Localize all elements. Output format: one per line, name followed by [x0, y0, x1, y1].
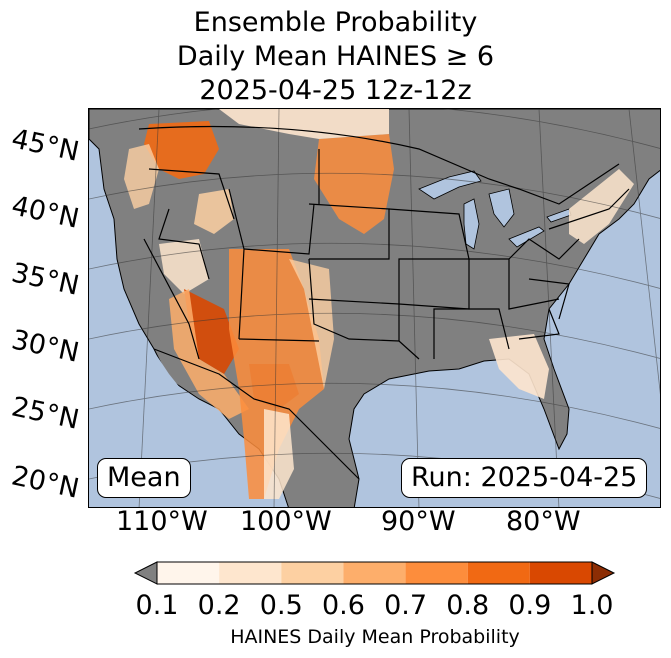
gridline-lon-110 — [138, 109, 160, 507]
shade-northern-plains — [219, 109, 389, 139]
gridline-lon-70 — [628, 109, 660, 395]
border-canada — [138, 125, 620, 205]
colorbar-tick-3: 0.6 — [321, 590, 365, 621]
gridline-lon-90 — [408, 109, 420, 507]
lake-huron — [488, 188, 515, 228]
lat-label-20: 20°N — [8, 460, 82, 505]
colorbar-swatch-5 — [467, 562, 530, 584]
shade-west-texas — [229, 249, 324, 499]
lon-label-100: 100°W — [240, 506, 332, 537]
colorbar-tick-2: 0.5 — [259, 590, 303, 621]
lat-label-40: 40°N — [8, 190, 82, 235]
border-east-3 — [518, 308, 560, 340]
border-east-1 — [508, 238, 580, 260]
colorbar-tick-0: 0.1 — [135, 590, 179, 621]
colorbar-swatch-4 — [405, 562, 468, 584]
graticule — [89, 109, 660, 507]
colorbar-swatch-0 — [157, 562, 220, 584]
shade-pnw — [144, 121, 219, 179]
gridline-lat-45 — [89, 109, 660, 149]
border-nevada — [143, 238, 200, 360]
map-panel — [88, 108, 661, 508]
colorbar — [133, 561, 616, 585]
lat-label-45: 45°N — [8, 123, 82, 168]
border-ks-ok — [308, 298, 400, 305]
shade-southern-plains — [289, 259, 334, 389]
colorbar-tick-7: 1.0 — [570, 590, 614, 621]
border-plains-1 — [308, 203, 390, 260]
border-northeast — [548, 188, 630, 230]
colorbar-swatch-2 — [281, 562, 344, 584]
border-texas — [308, 258, 420, 360]
shade-southwest-outer — [169, 289, 249, 419]
gridline-lat-35 — [89, 242, 660, 289]
lat-label-25: 25°N — [8, 391, 82, 436]
colorbar-tick-5: 0.8 — [446, 590, 490, 621]
border-east-2 — [528, 278, 570, 320]
gridline-lat-25 — [89, 382, 660, 429]
lat-label-30: 30°N — [8, 324, 82, 369]
title-line-2: Daily Mean HAINES ≥ 6 — [176, 41, 495, 72]
lon-label-90: 90°W — [381, 506, 456, 537]
colorbar-under-arrow — [133, 561, 158, 585]
gridline-lon-100 — [273, 109, 280, 507]
border-south-2 — [469, 258, 560, 310]
colorbar-swatch-6 — [529, 562, 592, 584]
border-west-2 — [158, 208, 210, 280]
colorbar-swatch-3 — [343, 562, 406, 584]
mean-badge: Mean — [97, 458, 191, 498]
colorbar-swatch-1 — [219, 562, 282, 584]
lon-label-110: 110°W — [116, 506, 208, 537]
lake-erie — [508, 226, 545, 248]
colorbar-tick-4: 0.7 — [384, 590, 428, 621]
colorbar-tick-6: 0.9 — [508, 590, 552, 621]
colorbar-tick-1: 0.2 — [197, 590, 241, 621]
shade-northeast — [569, 169, 634, 244]
colorbar-label: HAINES Daily Mean Probability — [230, 626, 520, 648]
shade-mexico — [264, 409, 294, 499]
gridline-lat-40 — [89, 172, 660, 219]
colorbar-outline — [156, 561, 593, 585]
run-date-badge: Run: 2025-04-25 — [401, 458, 648, 498]
title-line-1: Ensemble Probability — [193, 7, 478, 38]
title-line-3: 2025-04-25 12z-12z — [199, 75, 472, 106]
border-south-1 — [433, 308, 510, 359]
colorbar-over-arrow — [591, 561, 616, 585]
lake-superior — [418, 170, 482, 200]
shade-florida — [489, 334, 549, 399]
shade-dakotas — [314, 134, 394, 234]
border-co-nm — [238, 338, 320, 342]
shade-great-basin — [159, 239, 209, 294]
baja — [149, 347, 199, 429]
lake-michigan — [463, 198, 480, 250]
colorbar-swatches — [133, 561, 616, 585]
border-west-1 — [148, 168, 235, 220]
border-mexico — [153, 348, 360, 480]
probability-shading — [124, 109, 634, 499]
shade-pnw-outer — [124, 144, 159, 209]
lon-label-80: 80°W — [506, 506, 581, 537]
shade-northern-rockies — [194, 189, 234, 234]
border-wy-co — [243, 203, 315, 255]
lat-label-35: 35°N — [8, 257, 82, 302]
map-svg — [89, 109, 660, 507]
state-borders — [138, 125, 630, 480]
gridline-lat-30 — [89, 312, 660, 359]
